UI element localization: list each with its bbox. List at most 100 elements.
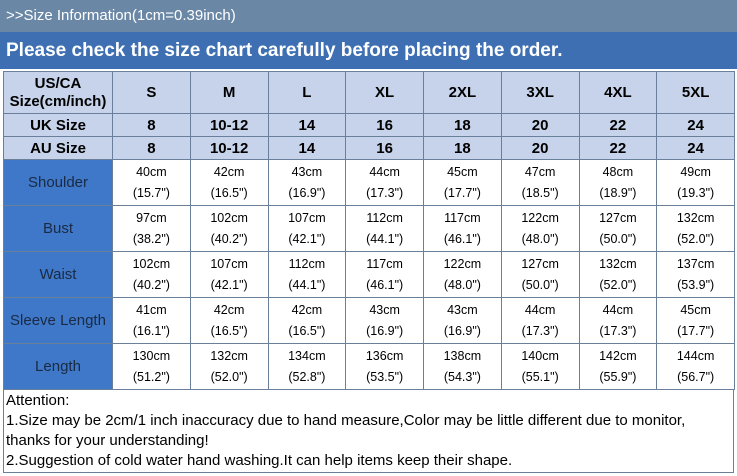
uk-size-cell: 24 — [656, 113, 735, 137]
uk-size-cell: 22 — [578, 113, 658, 137]
measurement-cell: 44cm (17.3") — [500, 297, 580, 344]
measurement-cm: 43cm — [369, 302, 400, 317]
measurement-cm: 140cm — [521, 348, 559, 363]
measurement-inch: (56.7") — [677, 369, 715, 384]
measurement-inch: (42.1") — [210, 277, 248, 292]
measurement-cell: 40cm (15.7") — [112, 159, 191, 206]
uk-size-cell: 16 — [345, 113, 424, 137]
measurement-label-waist: Waist — [3, 251, 113, 298]
measurement-cell: 117cm (46.1") — [345, 251, 424, 298]
measurement-cell: 122cm (48.0") — [423, 251, 502, 298]
measurement-label-length: Length — [3, 343, 113, 390]
measurement-cell: 132cm (52.0") — [578, 251, 658, 298]
measurement-inch: (46.1") — [366, 277, 404, 292]
au-size-cell: 18 — [423, 136, 502, 160]
measurement-inch: (16.5") — [210, 323, 248, 338]
measurement-cm: 48cm — [602, 164, 634, 179]
measurement-cm: 42cm — [213, 302, 245, 317]
us-size-cell: XL — [345, 71, 424, 114]
measurement-cell: 122cm (48.0") — [500, 205, 580, 252]
measurement-label-sleeve-length: Sleeve Length — [3, 297, 113, 344]
attention-notes: Attention: 1.Size may be 2cm/1 inch inac… — [3, 389, 734, 473]
measurement-cm: 102cm — [132, 256, 171, 271]
us-size-label: US/CA Size(cm/inch) — [3, 71, 113, 114]
measurement-cell: 43cm (16.9") — [423, 297, 502, 344]
measurement-cm: 97cm — [136, 210, 167, 225]
measurement-cm: 44cm — [524, 302, 556, 317]
measurement-cell: 45cm (17.7") — [423, 159, 502, 206]
measurement-inch: (54.3") — [443, 369, 481, 384]
measurement-cm: 132cm — [210, 348, 248, 363]
measurement-cm: 43cm — [291, 164, 323, 179]
measurement-cm: 138cm — [443, 348, 482, 363]
us-size-cell: 5XL — [656, 71, 735, 114]
measurement-cell: 136cm (53.5") — [345, 343, 424, 390]
measurement-inch: (52.0") — [677, 231, 715, 246]
measurement-cell: 130cm (51.2") — [112, 343, 191, 390]
measurement-inch: (50.0") — [599, 231, 637, 246]
measurement-row-shoulder: Shoulder 40cm (15.7") 42cm (16.5") 43cm (16.9"… — [3, 159, 735, 206]
us-size-cell: M — [189, 71, 269, 114]
measurement-inch: (18.5") — [521, 185, 559, 200]
measurement-cell: 112cm (44.1") — [345, 205, 424, 252]
measurement-cm: 136cm — [365, 348, 404, 363]
measurement-cm: 144cm — [676, 348, 715, 363]
measurement-inch: (44.1") — [288, 277, 326, 292]
measurement-cell: 45cm (17.7") — [656, 297, 735, 344]
measurement-inch: (53.5") — [366, 369, 404, 384]
uk-size-cell: 20 — [500, 113, 580, 137]
measurement-cm: 134cm — [288, 348, 326, 363]
us-size-cell: L — [267, 71, 347, 114]
measurement-cell: 42cm (16.5") — [189, 297, 269, 344]
measurement-cm: 142cm — [599, 348, 637, 363]
uk-size-cell: 14 — [267, 113, 347, 137]
measurement-inch: (16.5") — [288, 323, 326, 338]
measurement-cm: 40cm — [136, 164, 167, 179]
measurement-cm: 122cm — [443, 256, 482, 271]
measurement-cm: 132cm — [676, 210, 715, 225]
size-chart-notice: Please check the size chart carefully be… — [0, 32, 737, 69]
measurement-inch: (17.3") — [599, 323, 637, 338]
uk-size-cell: 10-12 — [189, 113, 269, 137]
measurement-cell: 127cm (50.0") — [578, 205, 658, 252]
attention-line-3: 2.Suggestion of cold water hand washing.… — [6, 452, 513, 469]
measurement-cell: 107cm (42.1") — [267, 205, 347, 252]
measurement-label-shoulder: Shoulder — [3, 159, 113, 206]
measurement-cm: 44cm — [602, 302, 634, 317]
attention-line-2: thanks for your understanding! — [6, 432, 209, 449]
measurement-inch: (50.0") — [521, 277, 559, 292]
measurement-inch: (19.3") — [677, 185, 715, 200]
measurement-inch: (16.9") — [288, 185, 326, 200]
measurement-cell: 43cm (16.9") — [345, 297, 424, 344]
measurement-cell: 107cm (42.1") — [189, 251, 269, 298]
measurement-inch: (44.1") — [366, 231, 404, 246]
measurement-cm: 45cm — [447, 164, 478, 179]
measurement-inch: (16.1") — [132, 323, 170, 338]
measurement-cm: 41cm — [136, 302, 167, 317]
au-size-cell: 16 — [345, 136, 424, 160]
measurement-cm: 127cm — [599, 210, 637, 225]
measurement-row-sleeve-length: Sleeve Length 41cm (16.1") 42cm (16.5") 42cm (… — [3, 297, 735, 344]
measurement-cm: 45cm — [680, 302, 711, 317]
measurement-cm: 137cm — [676, 256, 715, 271]
measurement-cm: 102cm — [210, 210, 248, 225]
measurement-cell: 142cm (55.9") — [578, 343, 658, 390]
au-size-cell: 24 — [656, 136, 735, 160]
measurement-cell: 97cm (38.2") — [112, 205, 191, 252]
measurement-inch: (40.2") — [210, 231, 248, 246]
measurement-inch: (15.7") — [132, 185, 170, 200]
attention-line-1: 1.Size may be 2cm/1 inch inaccuracy due … — [6, 412, 686, 429]
us-size-cell: 3XL — [500, 71, 580, 114]
us-size-cell: 4XL — [578, 71, 658, 114]
attention-title: Attention: — [6, 392, 70, 409]
measurement-cell: 42cm (16.5") — [189, 159, 269, 206]
size-chart-table: US/CA Size(cm/inch) S M L XL 2XL 3XL 4XL 5XL UK Si… — [3, 71, 735, 390]
measurement-cell: 48cm (18.9") — [578, 159, 658, 206]
measurement-cm: 112cm — [288, 256, 326, 271]
measurement-cell: 132cm (52.0") — [189, 343, 269, 390]
us-size-label-line2: Size(cm/inch) — [9, 92, 107, 110]
measurement-row-bust: Bust 97cm (38.2") 102cm (40.2") 107cm (42.1") 1… — [3, 205, 735, 252]
measurement-cell: 138cm (54.3") — [423, 343, 502, 390]
measurement-cell: 127cm (50.0") — [500, 251, 580, 298]
measurement-cell: 47cm (18.5") — [500, 159, 580, 206]
